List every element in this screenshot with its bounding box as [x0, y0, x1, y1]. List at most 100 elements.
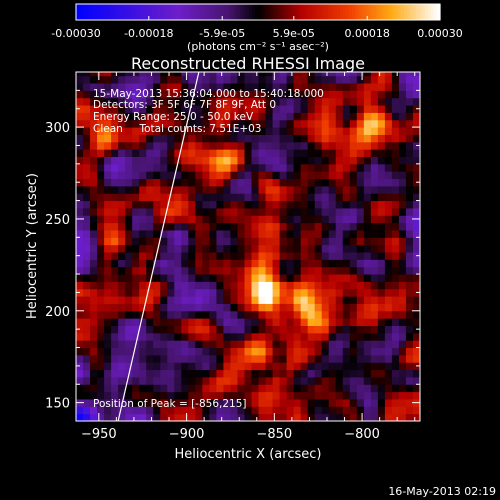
- heatmap-cell: [97, 127, 105, 135]
- heatmap-cell: [272, 207, 281, 216]
- heatmap-cell: [272, 303, 281, 312]
- heatmap-cell: [209, 362, 217, 371]
- heatmap-cell: [300, 318, 309, 326]
- heatmap-cell: [356, 376, 365, 385]
- heatmap-cell: [97, 369, 105, 378]
- colorbar: [75, 3, 441, 21]
- heatmap-cell: [342, 391, 351, 400]
- heatmap-cell: [90, 376, 98, 385]
- heatmap-cell: [76, 332, 84, 341]
- heatmap-cell: [202, 398, 210, 407]
- heatmap-cell: [181, 229, 189, 238]
- heatmap-cell: [363, 332, 372, 341]
- heatmap-cell: [286, 75, 295, 84]
- heatmap-cell: [342, 171, 351, 180]
- heatmap-cell: [349, 369, 358, 378]
- heatmap-cell: [349, 398, 358, 407]
- heatmap-cell: [384, 318, 393, 326]
- heatmap-cell: [293, 325, 302, 334]
- heatmap-cell: [300, 332, 309, 341]
- heatmap-cell: [97, 398, 105, 407]
- heatmap-cell: [251, 178, 260, 187]
- heatmap-cell: [237, 347, 245, 356]
- heatmap-cell: [97, 244, 105, 253]
- heatmap-cell: [188, 119, 196, 128]
- colorbar-segment: [200, 4, 204, 20]
- heatmap-cell: [335, 178, 344, 187]
- heatmap-cell: [125, 112, 133, 121]
- heatmap-cell: [356, 318, 365, 326]
- colorbar-segment: [427, 4, 432, 20]
- heatmap-cell: [174, 207, 182, 216]
- heatmap-cell: [377, 97, 386, 106]
- heatmap-cell: [377, 347, 386, 356]
- heatmap-cell: [293, 274, 302, 282]
- heatmap-cell: [146, 229, 154, 238]
- heatmap-cell: [153, 340, 161, 349]
- heatmap-cell: [118, 215, 126, 224]
- heatmap-cell: [90, 303, 98, 312]
- heatmap-cell: [237, 207, 245, 216]
- heatmap-cell: [286, 119, 295, 128]
- heatmap-cell: [83, 296, 91, 304]
- heatmap-cell: [286, 347, 295, 356]
- heatmap-cell: [370, 141, 379, 150]
- heatmap-cell: [188, 163, 196, 172]
- annotation-line: Clean Total counts: 7.51E+03: [93, 123, 262, 135]
- heatmap-cell: [90, 354, 98, 363]
- heatmap-cell: [139, 296, 147, 304]
- heatmap-cell: [405, 215, 414, 224]
- heatmap-cell: [132, 156, 140, 165]
- heatmap-cell: [237, 156, 245, 165]
- heatmap-cell: [181, 362, 189, 371]
- heatmap-cell: [265, 384, 274, 393]
- heatmap-cell: [328, 252, 337, 260]
- heatmap-cell: [279, 72, 288, 77]
- heatmap-cell: [167, 398, 175, 407]
- heatmap-cell: [209, 303, 217, 312]
- colorbar-segment: [82, 4, 86, 20]
- heatmap-cell: [265, 362, 274, 371]
- heatmap-cell: [83, 141, 91, 150]
- heatmap-cell: [279, 274, 288, 282]
- heatmap-cell: [279, 178, 288, 187]
- heatmap-cell: [300, 281, 309, 290]
- heatmap-cell: [265, 207, 274, 216]
- heatmap-cell: [111, 259, 119, 268]
- heatmap-cell: [181, 310, 189, 319]
- heatmap-cell: [356, 244, 365, 253]
- heatmap-cell: [398, 193, 407, 202]
- heatmap-cell: [342, 332, 351, 341]
- heatmap-cell: [244, 406, 253, 415]
- heatmap-cell: [279, 369, 288, 378]
- heatmap-cell: [76, 406, 84, 415]
- colorbar-segment: [364, 4, 368, 20]
- heatmap-cell: [363, 163, 372, 172]
- heatmap-cell: [167, 229, 175, 238]
- heatmap-cell: [342, 340, 351, 349]
- heatmap-cell: [307, 105, 316, 113]
- heatmap-cell: [223, 134, 231, 143]
- heatmap-cell: [342, 310, 351, 319]
- heatmap-cell: [307, 97, 316, 106]
- heatmap-cell: [377, 171, 386, 180]
- colorbar-segment: [254, 4, 259, 20]
- heatmap-cell: [293, 303, 302, 312]
- heatmap-cell: [370, 163, 379, 172]
- heatmap-cell: [223, 369, 231, 378]
- heatmap-cell: [251, 105, 260, 113]
- heatmap-cell: [202, 156, 210, 165]
- heatmap-cell: [237, 369, 245, 378]
- heatmap-cell: [132, 97, 140, 106]
- heatmap-cell: [111, 354, 119, 363]
- heatmap-cell: [104, 134, 112, 143]
- heatmap-cell: [76, 193, 84, 202]
- heatmap-cell: [76, 266, 84, 275]
- heatmap-cell: [384, 75, 393, 84]
- heatmap-cell: [202, 141, 210, 150]
- heatmap-cell: [104, 340, 112, 349]
- heatmap-cell: [314, 72, 323, 77]
- heatmap-cell: [195, 318, 203, 326]
- heatmap-cell: [188, 75, 196, 84]
- heatmap-cell: [265, 119, 274, 128]
